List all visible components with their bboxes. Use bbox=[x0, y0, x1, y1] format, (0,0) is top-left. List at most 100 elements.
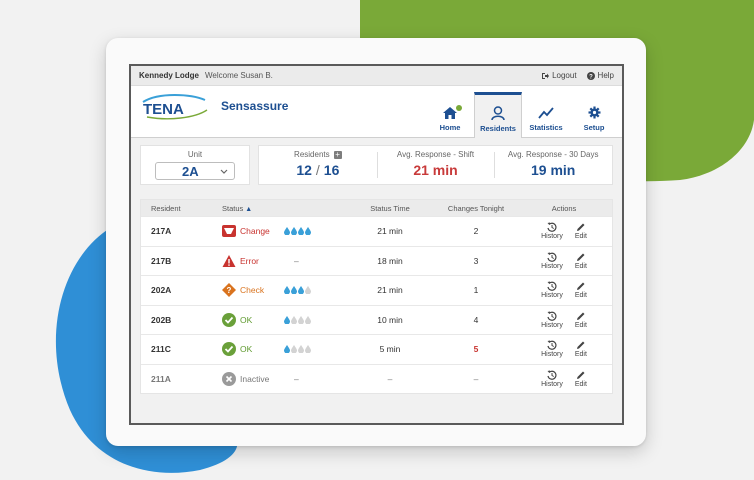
unit-card: Unit 2A bbox=[140, 145, 250, 185]
table-row[interactable]: 211C OK 5 min 5 bbox=[141, 334, 612, 364]
edit-button[interactable]: Edit bbox=[575, 281, 587, 299]
residents-label-wrap: Residents + bbox=[294, 150, 342, 159]
status-text: Change bbox=[240, 226, 270, 237]
actions-cell: History Edit bbox=[526, 252, 602, 270]
edit-button[interactable]: Edit bbox=[575, 370, 587, 388]
nav-statistics[interactable]: Statistics bbox=[522, 92, 570, 137]
shift-value: 21 min bbox=[413, 162, 458, 178]
status-cell: OK bbox=[222, 312, 284, 327]
table-row[interactable]: 202B OK 10 min 4 bbox=[141, 304, 612, 335]
status-time: 10 min bbox=[377, 314, 403, 325]
history-button[interactable]: History bbox=[541, 222, 563, 240]
chevron-down-icon bbox=[220, 169, 228, 174]
drop-icon bbox=[291, 227, 297, 236]
main-nav: Home Residents Statistics Setup bbox=[426, 92, 618, 138]
resident-id: 217B bbox=[151, 255, 172, 266]
drop-icon bbox=[284, 315, 290, 324]
tablet-device: Kennedy Lodge Welcome Susan B. Logout ? … bbox=[106, 38, 646, 446]
actions-cell: History Edit bbox=[526, 370, 602, 388]
history-button[interactable]: History bbox=[541, 370, 563, 388]
status-text: Check bbox=[240, 285, 265, 296]
resident-id: 211C bbox=[151, 344, 171, 355]
facility-name: Kennedy Lodge bbox=[139, 71, 200, 80]
history-button[interactable]: History bbox=[541, 311, 563, 329]
help-label: Help bbox=[597, 71, 614, 80]
help-link[interactable]: ? Help bbox=[586, 71, 614, 80]
changes-tonight: 4 bbox=[473, 314, 479, 325]
drop-icon bbox=[298, 286, 304, 295]
changes-tonight: – bbox=[473, 373, 479, 384]
nav-setup[interactable]: Setup bbox=[570, 92, 618, 137]
svg-text:?: ? bbox=[227, 286, 232, 295]
nav-home[interactable]: Home bbox=[426, 92, 474, 137]
residents-separator: / bbox=[315, 162, 320, 178]
edit-button[interactable]: Edit bbox=[575, 252, 587, 270]
header-changes[interactable]: Changes Tonight bbox=[447, 203, 505, 213]
pencil-icon bbox=[576, 282, 585, 291]
unit-select[interactable]: 2A bbox=[155, 162, 235, 180]
welcome-text: Welcome Susan B. bbox=[205, 71, 273, 80]
status-time: 21 min bbox=[377, 226, 403, 237]
pencil-icon bbox=[576, 312, 585, 320]
brief-change-icon bbox=[222, 225, 236, 238]
status-text: OK bbox=[240, 314, 253, 325]
drop-empty-icon bbox=[291, 345, 297, 354]
add-resident-icon[interactable]: + bbox=[333, 149, 342, 159]
wetness-level: – bbox=[284, 374, 354, 384]
resident-id: 211A bbox=[151, 373, 171, 384]
edit-label: Edit bbox=[574, 292, 587, 300]
changes-tonight: 1 bbox=[473, 285, 479, 296]
home-icon bbox=[443, 107, 457, 119]
unit-label: Unit bbox=[187, 150, 203, 159]
drop-icon bbox=[284, 286, 290, 295]
edit-label: Edit bbox=[574, 380, 587, 388]
status-cell: OK bbox=[222, 342, 284, 357]
edit-button[interactable]: Edit bbox=[575, 222, 587, 240]
history-button[interactable]: History bbox=[541, 340, 563, 358]
changes-tonight: 5 bbox=[473, 344, 479, 355]
table-row[interactable]: 217B Error – 18 min 3 History bbox=[141, 245, 612, 276]
header-status[interactable]: Status ▲ bbox=[222, 204, 284, 213]
history-icon bbox=[547, 311, 557, 321]
pencil-icon bbox=[576, 371, 585, 379]
chart-line-icon bbox=[538, 107, 554, 119]
residents-current: 12 bbox=[296, 162, 312, 178]
unit-value: 2A bbox=[182, 163, 199, 179]
days-label: Avg. Response - 30 Days bbox=[507, 150, 599, 159]
status-text: Inactive bbox=[240, 373, 270, 384]
drop-icon bbox=[284, 345, 290, 354]
logout-link[interactable]: Logout bbox=[541, 71, 577, 80]
blue-blob-shape bbox=[55, 228, 238, 473]
edit-button[interactable]: Edit bbox=[575, 340, 587, 358]
table-row[interactable]: 202A ? Check 21 min 1 bbox=[141, 275, 612, 305]
history-icon bbox=[547, 370, 557, 380]
nav-statistics-label: Statistics bbox=[529, 123, 563, 132]
resident-id: 202B bbox=[151, 314, 172, 325]
logo-text: TENA bbox=[143, 101, 184, 118]
status-time: 18 min bbox=[377, 255, 403, 266]
table-row[interactable]: 211A Inactive – – – History bbox=[141, 363, 612, 394]
history-button[interactable]: History bbox=[541, 252, 563, 270]
app-name: Sensassure bbox=[221, 99, 289, 113]
tena-logo: TENA bbox=[142, 94, 208, 120]
edit-button[interactable]: Edit bbox=[575, 311, 587, 329]
drop-empty-icon bbox=[291, 315, 297, 324]
drop-empty-icon bbox=[305, 345, 311, 354]
history-icon bbox=[547, 222, 557, 233]
residents-total: 16 bbox=[323, 162, 340, 178]
residents-metric: Residents + 12/16 bbox=[259, 146, 377, 184]
header-resident[interactable]: Resident bbox=[151, 203, 181, 213]
table-row[interactable]: 217A Change 21 min 2 bbox=[141, 216, 612, 246]
check-circle-icon bbox=[222, 312, 236, 327]
history-button[interactable]: History bbox=[541, 281, 563, 299]
level-dash: – bbox=[294, 373, 299, 384]
history-label: History bbox=[541, 321, 563, 329]
status-cell: Inactive bbox=[222, 371, 284, 386]
history-icon bbox=[547, 340, 557, 351]
nav-residents[interactable]: Residents bbox=[474, 92, 522, 138]
edit-label: Edit bbox=[574, 233, 587, 241]
header-status-time[interactable]: Status Time bbox=[370, 203, 410, 213]
nav-residents-label: Residents bbox=[480, 124, 516, 133]
pencil-icon bbox=[576, 341, 585, 350]
pencil-icon bbox=[576, 223, 585, 232]
